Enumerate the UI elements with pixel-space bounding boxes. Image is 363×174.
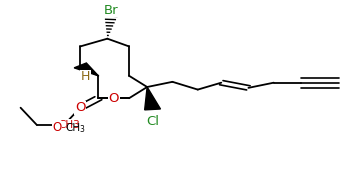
Text: H: H [81, 70, 90, 83]
Polygon shape [74, 63, 98, 76]
Text: CH: CH [65, 122, 81, 133]
Text: O: O [52, 121, 61, 134]
Text: O: O [109, 92, 119, 105]
Text: Cl: Cl [146, 115, 159, 128]
Text: 3: 3 [79, 125, 85, 134]
Polygon shape [145, 87, 160, 110]
Text: Br: Br [104, 4, 118, 17]
Text: O: O [75, 101, 86, 114]
Text: CH3: CH3 [58, 120, 80, 130]
